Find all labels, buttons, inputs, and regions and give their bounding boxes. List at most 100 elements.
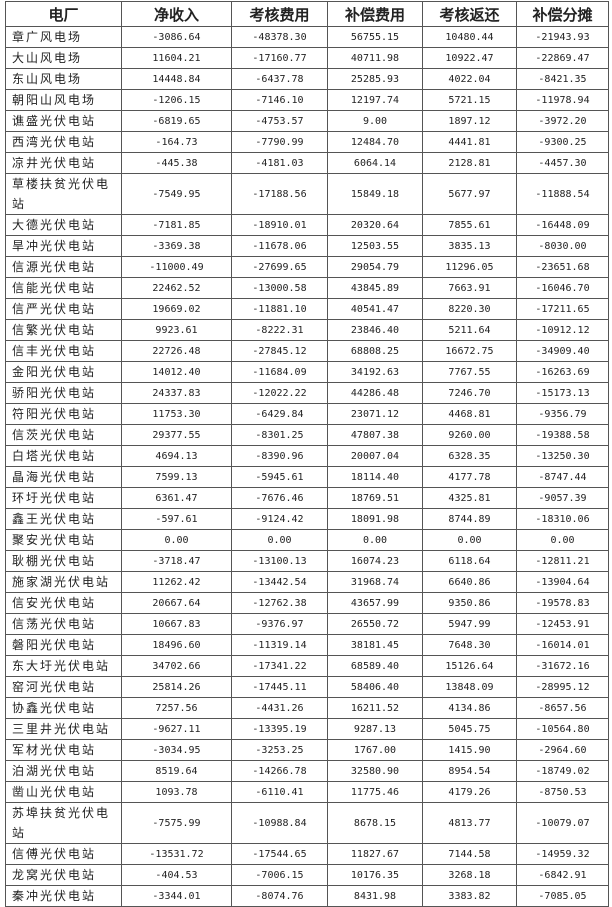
cell-compensation-fee: 34192.63 [327, 361, 423, 383]
cell-plant: 凉井光伏电站 [5, 152, 122, 174]
cell-assessment-fee: -6110.41 [231, 781, 328, 803]
cell-compensation-fee: 12484.70 [327, 131, 423, 153]
cell-net-income: 7257.56 [121, 697, 232, 719]
cell-plant: 耿棚光伏电站 [5, 550, 122, 572]
table-row: 窑河光伏电站 25814.26 -17445.11 58406.40 13848.09-… [5, 676, 609, 698]
cell-assessment-fee: -6437.78 [231, 68, 328, 90]
cell-compensation-share: -4457.30 [516, 152, 609, 174]
table-row: 龙窝光伏电站 -404.53 -7006.15 10176.35 3268.18 -684… [5, 864, 609, 886]
cell-compensation-fee: 6064.14 [327, 152, 423, 174]
cell-net-income: -6819.65 [121, 110, 232, 132]
cell-plant: 龙窝光伏电站 [5, 864, 122, 886]
cell-compensation-share: -22869.47 [516, 47, 609, 69]
cell-compensation-fee: 9287.13 [327, 718, 423, 740]
cell-plant: 旱冲光伏电站 [5, 235, 122, 257]
cell-net-income: -9627.11 [121, 718, 232, 740]
table-row: 大山风电场 11604.21 -17160.77 40711.98 10922.47 -2… [5, 47, 609, 69]
cell-assessment-fee: -12762.38 [231, 592, 328, 614]
cell-assessment-refund: 4325.81 [422, 487, 517, 509]
cell-compensation-fee: 56755.15 [327, 26, 423, 48]
cell-plant: 草楼扶贫光伏电站 [5, 173, 122, 215]
table-row: 聚安光伏电站 0.00 0.00 0.00 0.00 0.00 [5, 529, 609, 551]
cell-plant: 信傅光伏电站 [5, 843, 122, 865]
table-row: 信繁光伏电站 9923.61 -8222.31 23846.40 5211.64 -109… [5, 319, 609, 341]
cell-compensation-share: -8030.00 [516, 235, 609, 257]
cell-compensation-share: -23651.68 [516, 256, 609, 278]
cell-assessment-refund: 7144.58 [422, 843, 517, 865]
cell-net-income: 4694.13 [121, 445, 232, 467]
cell-net-income: -13531.72 [121, 843, 232, 865]
cell-net-income: 11753.30 [121, 403, 232, 425]
table-row: 西湾光伏电站 -164.73 -7790.99 12484.70 4441.81 -930… [5, 131, 609, 153]
cell-compensation-share: 0.00 [516, 529, 609, 551]
cell-compensation-fee: 9.00 [327, 110, 423, 132]
cell-assessment-fee: -13395.19 [231, 718, 328, 740]
cell-plant: 白塔光伏电站 [5, 445, 122, 467]
cell-assessment-refund: 5947.99 [422, 613, 517, 635]
cell-plant: 信茨光伏电站 [5, 424, 122, 446]
cell-compensation-fee: 43657.99 [327, 592, 423, 614]
cell-net-income: -445.38 [121, 152, 232, 174]
table-row: 草楼扶贫光伏电站 -7549.95 -17188.56 15849.18 5677.97… [5, 173, 609, 215]
cell-assessment-refund: 4441.81 [422, 131, 517, 153]
cell-assessment-fee: -7146.10 [231, 89, 328, 111]
cell-compensation-share: -3972.20 [516, 110, 609, 132]
table-row: 晶海光伏电站 7599.13 -5945.61 18114.40 4177.78 -874… [5, 466, 609, 488]
cell-assessment-fee: -17160.77 [231, 47, 328, 69]
cell-net-income: 14012.40 [121, 361, 232, 383]
table-row: 信茨光伏电站 29377.55 -8301.25 47807.38 9260.00 -19… [5, 424, 609, 446]
table-body: 章广风电场 -3086.64 -48378.30 56755.15 10480.44 -2… [5, 26, 609, 907]
table-row: 凉井光伏电站 -445.38 -4181.03 6064.14 2128.81 -4457… [5, 152, 609, 174]
cell-compensation-fee: 20320.64 [327, 214, 423, 236]
column-header-compensation-share: 补偿分摊 [516, 1, 609, 27]
cell-assessment-refund: 1897.12 [422, 110, 517, 132]
cell-plant: 东大圩光伏电站 [5, 655, 122, 677]
cell-net-income: 10667.83 [121, 613, 232, 635]
cell-assessment-refund: 5677.97 [422, 173, 517, 215]
cell-assessment-refund: 3268.18 [422, 864, 517, 886]
cell-plant: 章广风电场 [5, 26, 122, 48]
cell-assessment-fee: -9376.97 [231, 613, 328, 635]
cell-assessment-refund: 4813.77 [422, 802, 517, 844]
cell-plant: 信能光伏电站 [5, 277, 122, 299]
cell-plant: 信源光伏电站 [5, 256, 122, 278]
cell-plant: 谯盛光伏电站 [5, 110, 122, 132]
cell-net-income: -7549.95 [121, 173, 232, 215]
table-row: 旱冲光伏电站 -3369.38 -11678.06 12503.55 3835.13 -8… [5, 235, 609, 257]
cell-compensation-share: -21943.93 [516, 26, 609, 48]
cell-plant: 磐阳光伏电站 [5, 634, 122, 656]
cell-net-income: -404.53 [121, 864, 232, 886]
cell-assessment-fee: -8301.25 [231, 424, 328, 446]
cell-plant: 西湾光伏电站 [5, 131, 122, 153]
cell-assessment-refund: 7648.30 [422, 634, 517, 656]
cell-assessment-fee: -7790.99 [231, 131, 328, 153]
cell-assessment-fee: -8222.31 [231, 319, 328, 341]
cell-compensation-share: -12453.91 [516, 613, 609, 635]
cell-assessment-refund: 15126.64 [422, 655, 517, 677]
cell-net-income: 22462.52 [121, 277, 232, 299]
cell-compensation-fee: 16211.52 [327, 697, 423, 719]
cell-net-income: 34702.66 [121, 655, 232, 677]
cell-net-income: 0.00 [121, 529, 232, 551]
cell-net-income: -1206.15 [121, 89, 232, 111]
cell-plant: 三里井光伏电站 [5, 718, 122, 740]
table-row: 信源光伏电站 -11000.49 -27699.65 29054.79 11296.05… [5, 256, 609, 278]
cell-assessment-fee: -5945.61 [231, 466, 328, 488]
cell-assessment-fee: -14266.78 [231, 760, 328, 782]
cell-compensation-share: -9300.25 [516, 131, 609, 153]
cell-assessment-refund: 7663.91 [422, 277, 517, 299]
cell-assessment-refund: 8220.30 [422, 298, 517, 320]
table-row: 泊湖光伏电站 8519.64 -14266.78 32580.90 8954.54 -18… [5, 760, 609, 782]
cell-assessment-refund: 4179.26 [422, 781, 517, 803]
cell-compensation-fee: 29054.79 [327, 256, 423, 278]
cell-plant: 信安光伏电站 [5, 592, 122, 614]
cell-compensation-share: -19578.83 [516, 592, 609, 614]
cell-net-income: 7599.13 [121, 466, 232, 488]
column-header-plant: 电厂 [5, 1, 122, 27]
cell-compensation-share: -9356.79 [516, 403, 609, 425]
cell-plant: 东山风电场 [5, 68, 122, 90]
cell-assessment-fee: -4431.26 [231, 697, 328, 719]
cell-compensation-share: -28995.12 [516, 676, 609, 698]
cell-net-income: -164.73 [121, 131, 232, 153]
column-header-assessment-refund: 考核返还 [422, 1, 517, 27]
